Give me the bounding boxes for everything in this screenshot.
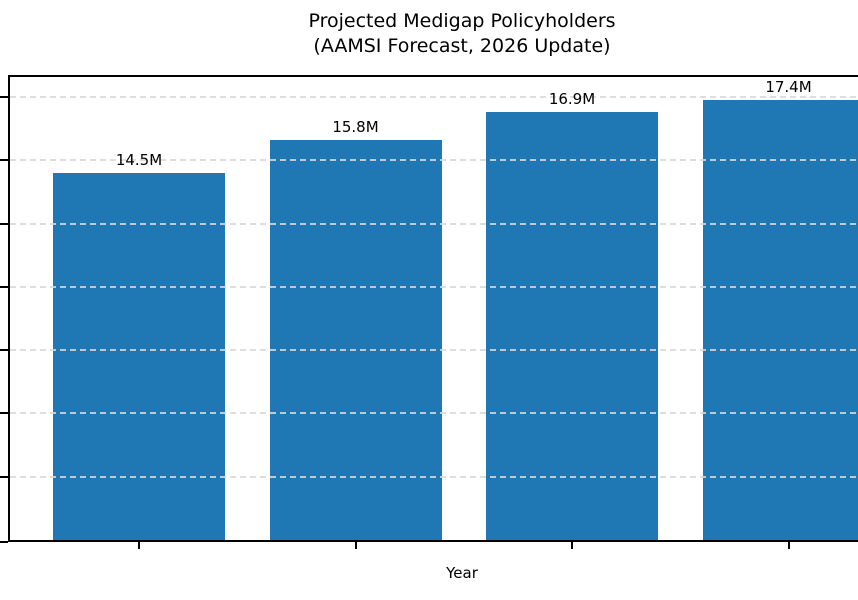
gridline: [10, 96, 858, 99]
chart-title-line1: Projected Medigap Policyholders: [308, 10, 616, 32]
bar: [486, 112, 658, 540]
y-axis-tick: [0, 159, 8, 162]
bar-value-label: 17.4M: [765, 78, 812, 96]
x-axis-tick: [787, 542, 790, 549]
y-axis-tick: [0, 285, 8, 288]
chart-title: Projected Medigap Policyholders (AAMSI Fo…: [8, 9, 858, 59]
gridline: [10, 475, 858, 478]
chart-title-line2: (AAMSI Forecast, 2026 Update): [313, 35, 611, 57]
y-axis-tick: [0, 541, 8, 543]
x-axis-tick: [354, 542, 357, 549]
x-axis-tick: [138, 542, 140, 549]
bar-value-label: 16.9M: [548, 90, 596, 108]
x-axis-label: Year: [446, 564, 478, 582]
bar: [269, 140, 442, 540]
gridline: [10, 412, 858, 415]
y-axis-tick: [0, 96, 8, 99]
bar: [702, 100, 858, 540]
y-axis-tick: [0, 222, 8, 225]
gridline: [10, 222, 858, 225]
x-axis-tick: [571, 542, 573, 549]
bar: [53, 173, 225, 540]
gridline: [10, 349, 858, 352]
plot-area: 14.5M202415.8M202716.9M203017.4M2032: [0, 75, 858, 549]
bar-value-label: 14.5M: [115, 151, 163, 169]
gridline: [10, 285, 858, 288]
y-axis-tick: [0, 349, 8, 352]
gridline: [10, 159, 858, 162]
y-axis-tick: [0, 412, 8, 415]
y-axis-tick: [0, 475, 8, 478]
bar-value-label: 15.8M: [332, 118, 379, 136]
